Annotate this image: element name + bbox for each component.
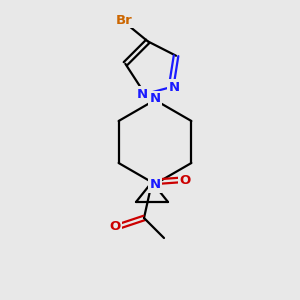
Text: N: N	[149, 92, 161, 106]
Text: O: O	[110, 220, 121, 232]
Text: O: O	[179, 173, 191, 187]
Text: N: N	[149, 178, 161, 191]
Text: Br: Br	[116, 14, 132, 27]
Text: N: N	[169, 81, 180, 94]
Text: N: N	[136, 88, 148, 100]
